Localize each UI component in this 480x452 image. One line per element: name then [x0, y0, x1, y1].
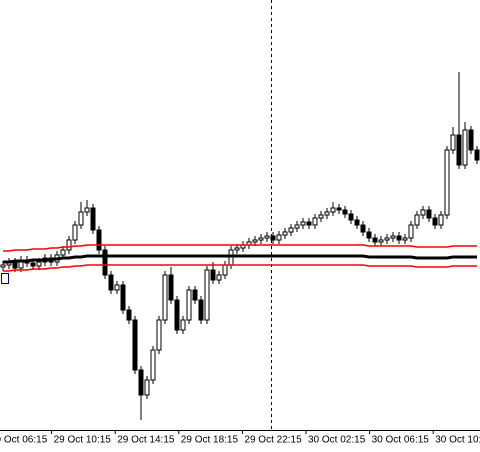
- marker-box: [1, 273, 9, 284]
- candle-body: [252, 239, 258, 243]
- candle-body: [222, 264, 228, 276]
- candle-body: [450, 134, 456, 151]
- candle-body: [120, 284, 126, 311]
- candle-body: [192, 289, 198, 301]
- candle-body: [282, 231, 288, 236]
- x-tick-label: 29 Oct 06:15: [0, 435, 48, 446]
- candle-body: [426, 209, 432, 219]
- candle-body: [204, 269, 210, 321]
- candle-body: [390, 235, 396, 239]
- x-tick-label: 30 Oct 02:15: [308, 435, 366, 446]
- candle-body: [60, 249, 66, 256]
- indicator-line: [3, 264, 477, 272]
- candle-body: [402, 237, 408, 241]
- candle-body: [216, 274, 222, 281]
- candle-body: [198, 299, 204, 321]
- candle-body: [330, 207, 336, 213]
- candle-body: [312, 217, 318, 226]
- candle-body: [474, 149, 480, 161]
- candle-body: [420, 209, 426, 216]
- candle-body: [342, 209, 348, 215]
- candle-body: [294, 224, 300, 229]
- candle-body: [300, 221, 306, 226]
- candle-body: [318, 214, 324, 219]
- candle-body: [144, 379, 150, 396]
- candle-body: [174, 299, 180, 331]
- x-tick-label: 29 Oct 22:15: [244, 435, 302, 446]
- candle-body: [186, 289, 192, 321]
- candle-body: [336, 207, 342, 211]
- candle-body: [462, 129, 468, 166]
- indicator-line: [3, 244, 477, 252]
- candle-body: [258, 237, 264, 241]
- candle-body: [168, 274, 174, 301]
- candle-body: [288, 227, 294, 233]
- candle-body: [30, 262, 36, 267]
- candle-body: [276, 234, 282, 241]
- candle-body: [78, 211, 84, 226]
- candle-body: [84, 207, 90, 213]
- candle-body: [126, 309, 132, 321]
- candle-body: [348, 213, 354, 221]
- candle-body: [264, 235, 270, 239]
- candle-body: [36, 261, 42, 267]
- candle-body: [72, 224, 78, 241]
- candle-body: [372, 237, 378, 243]
- candle-body: [156, 319, 162, 351]
- candle-body: [456, 134, 462, 166]
- candle-body: [324, 211, 330, 216]
- candle-body: [438, 214, 444, 226]
- candle-body: [366, 231, 372, 239]
- candle-body: [96, 229, 102, 251]
- candle-body: [150, 349, 156, 381]
- candle-body: [234, 247, 240, 251]
- candle-body: [180, 319, 186, 331]
- candle-body: [270, 235, 276, 241]
- x-tick-label: 30 Oct 10:15: [435, 435, 480, 446]
- x-tick-label: 29 Oct 18:15: [181, 435, 239, 446]
- candle-body: [0, 264, 6, 268]
- x-tick-label: 29 Oct 10:15: [54, 435, 112, 446]
- candle-body: [354, 219, 360, 226]
- candle-body: [468, 129, 474, 151]
- candle-body: [378, 239, 384, 243]
- candle-body: [306, 221, 312, 226]
- candle-body: [108, 274, 114, 291]
- candle-body: [384, 237, 390, 241]
- candle-body: [408, 224, 414, 239]
- candle-body: [138, 369, 144, 396]
- candle-body: [114, 284, 120, 291]
- candle-body: [432, 217, 438, 226]
- indicator-line: [3, 254, 477, 264]
- candle-body: [162, 274, 168, 321]
- x-tick-label: 30 Oct 06:15: [372, 435, 430, 446]
- candle-body: [102, 249, 108, 276]
- candle-body: [360, 224, 366, 233]
- candle-body: [132, 319, 138, 371]
- candle-body: [396, 235, 402, 241]
- candle-body: [90, 207, 96, 231]
- candle-body: [414, 214, 420, 226]
- candle-body: [210, 269, 216, 281]
- candle-body: [66, 239, 72, 251]
- candle-body: [444, 149, 450, 216]
- candle-body: [12, 261, 18, 269]
- x-tick-label: 29 Oct 14:15: [117, 435, 175, 446]
